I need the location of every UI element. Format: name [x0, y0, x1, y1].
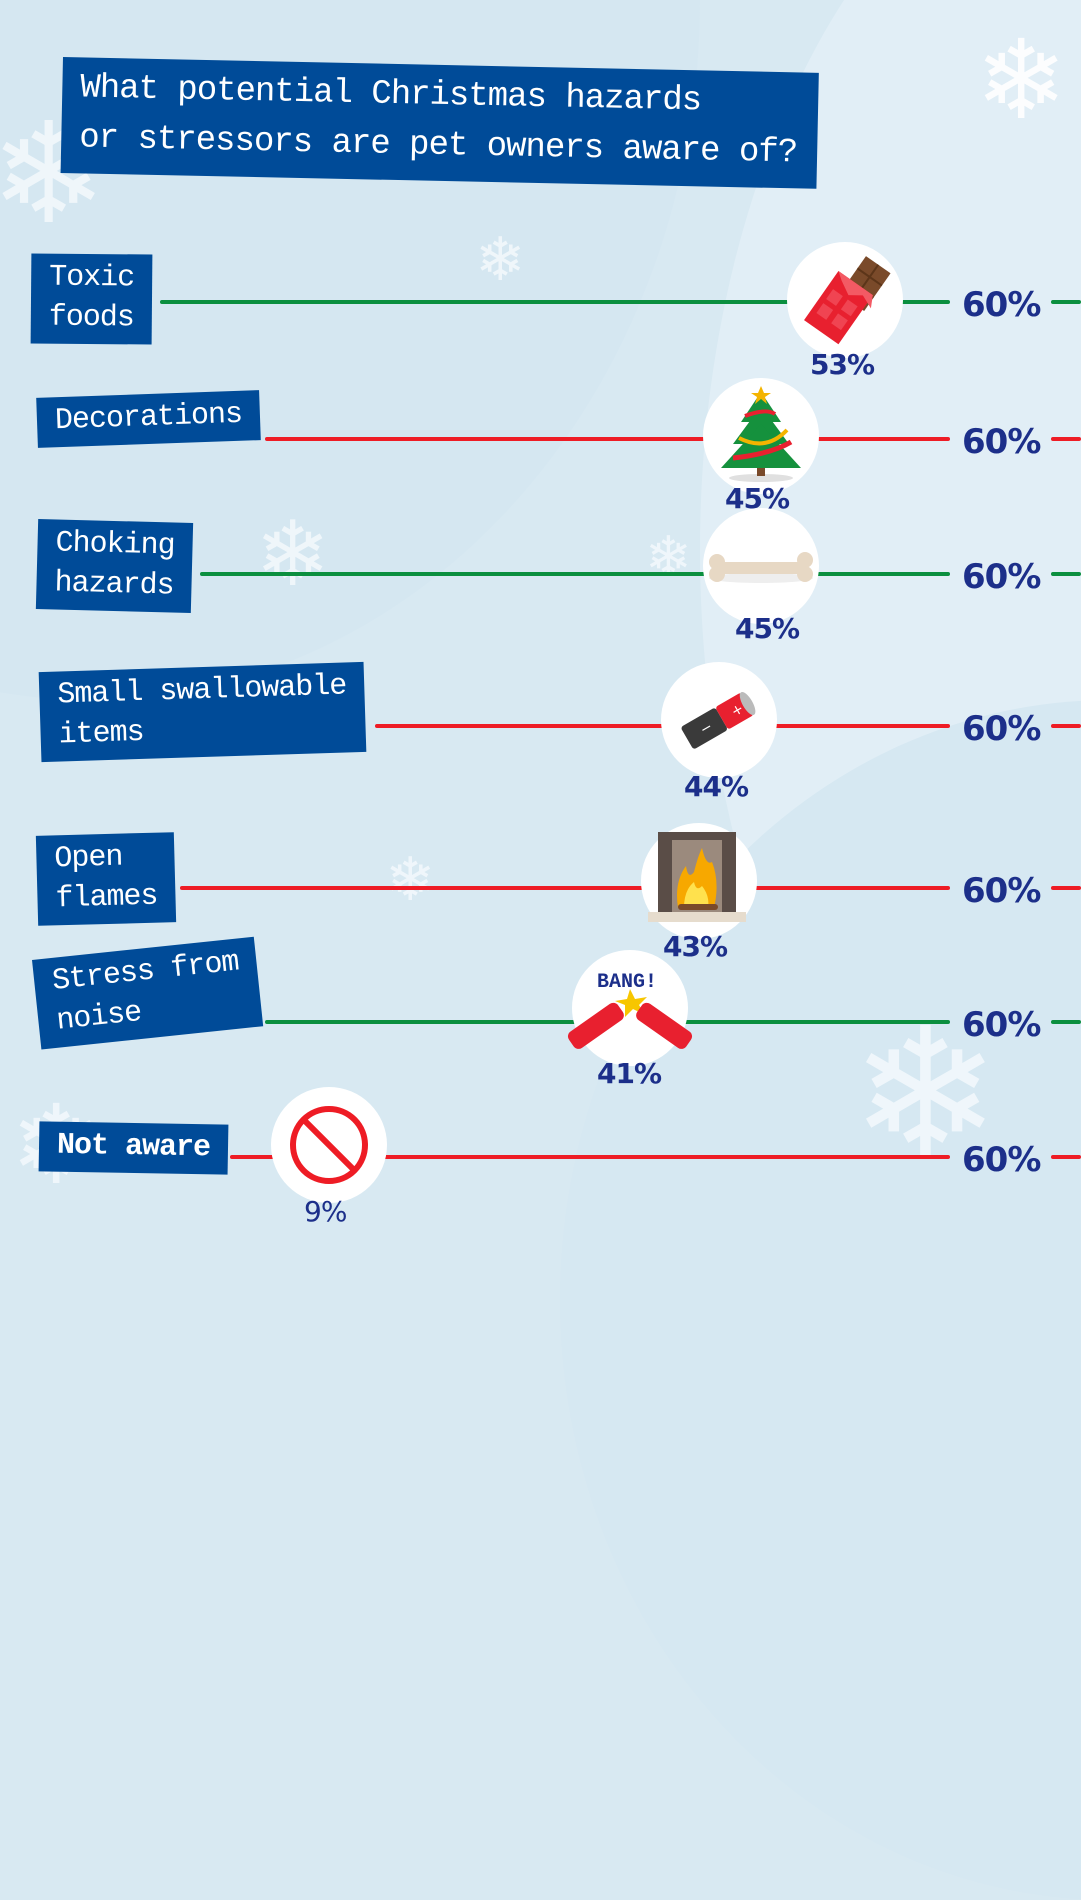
row-line	[265, 437, 950, 441]
row-line-stub	[1051, 1020, 1081, 1024]
snowflake-icon: ❄	[475, 225, 526, 295]
row-line	[200, 572, 950, 576]
bone-icon	[703, 508, 819, 624]
row-line-stub	[1051, 300, 1081, 304]
value-label: 45%	[735, 612, 800, 645]
snowflake-icon: ❄	[645, 525, 692, 590]
row-label: Decorations	[36, 390, 261, 448]
value-label: 43%	[663, 930, 728, 963]
chocolate-bar-icon	[787, 242, 903, 358]
snowflake-icon: ❄	[385, 845, 436, 915]
row-label: Stress from noise	[32, 936, 264, 1050]
row-line-stub	[1051, 886, 1081, 890]
value-label: 41%	[597, 1057, 662, 1090]
row-line-stub	[1051, 1155, 1081, 1159]
row-label: Not aware	[38, 1121, 229, 1175]
row-line-stub	[1051, 572, 1081, 576]
christmas-cracker-bang-icon: BANG!	[567, 950, 693, 1066]
christmas-tree-icon	[703, 378, 819, 494]
row-line-stub	[1051, 437, 1081, 441]
svg-text:BANG!: BANG!	[597, 971, 657, 994]
snowflake-icon: ❄	[850, 990, 1001, 1199]
value-label: 9%	[304, 1195, 347, 1228]
value-label: 44%	[684, 770, 749, 803]
row-label: Open flames	[35, 832, 177, 926]
total-label: 60%	[962, 1140, 1041, 1180]
row-line	[160, 300, 950, 304]
snowflake-icon: ❄	[255, 502, 331, 607]
chart-title: What potential Christmas hazards or stre…	[60, 57, 819, 189]
total-label: 60%	[962, 1005, 1041, 1045]
total-label: 60%	[962, 422, 1041, 462]
total-label: 60%	[962, 285, 1041, 325]
fireplace-icon	[641, 823, 757, 939]
row-label: Small swallowable items	[38, 661, 367, 763]
total-label: 60%	[962, 557, 1041, 597]
row-line-stub	[1051, 724, 1081, 728]
total-label: 60%	[962, 709, 1041, 749]
snowflake-icon: ❄	[975, 16, 1068, 144]
total-label: 60%	[962, 871, 1041, 911]
row-line	[230, 1155, 950, 1159]
row-label: Choking hazards	[35, 518, 194, 614]
value-label: 53%	[810, 348, 875, 381]
battery-icon: + −	[661, 662, 777, 778]
row-label: Toxic foods	[30, 253, 153, 345]
row-line	[180, 886, 950, 890]
prohibited-icon	[271, 1087, 387, 1203]
